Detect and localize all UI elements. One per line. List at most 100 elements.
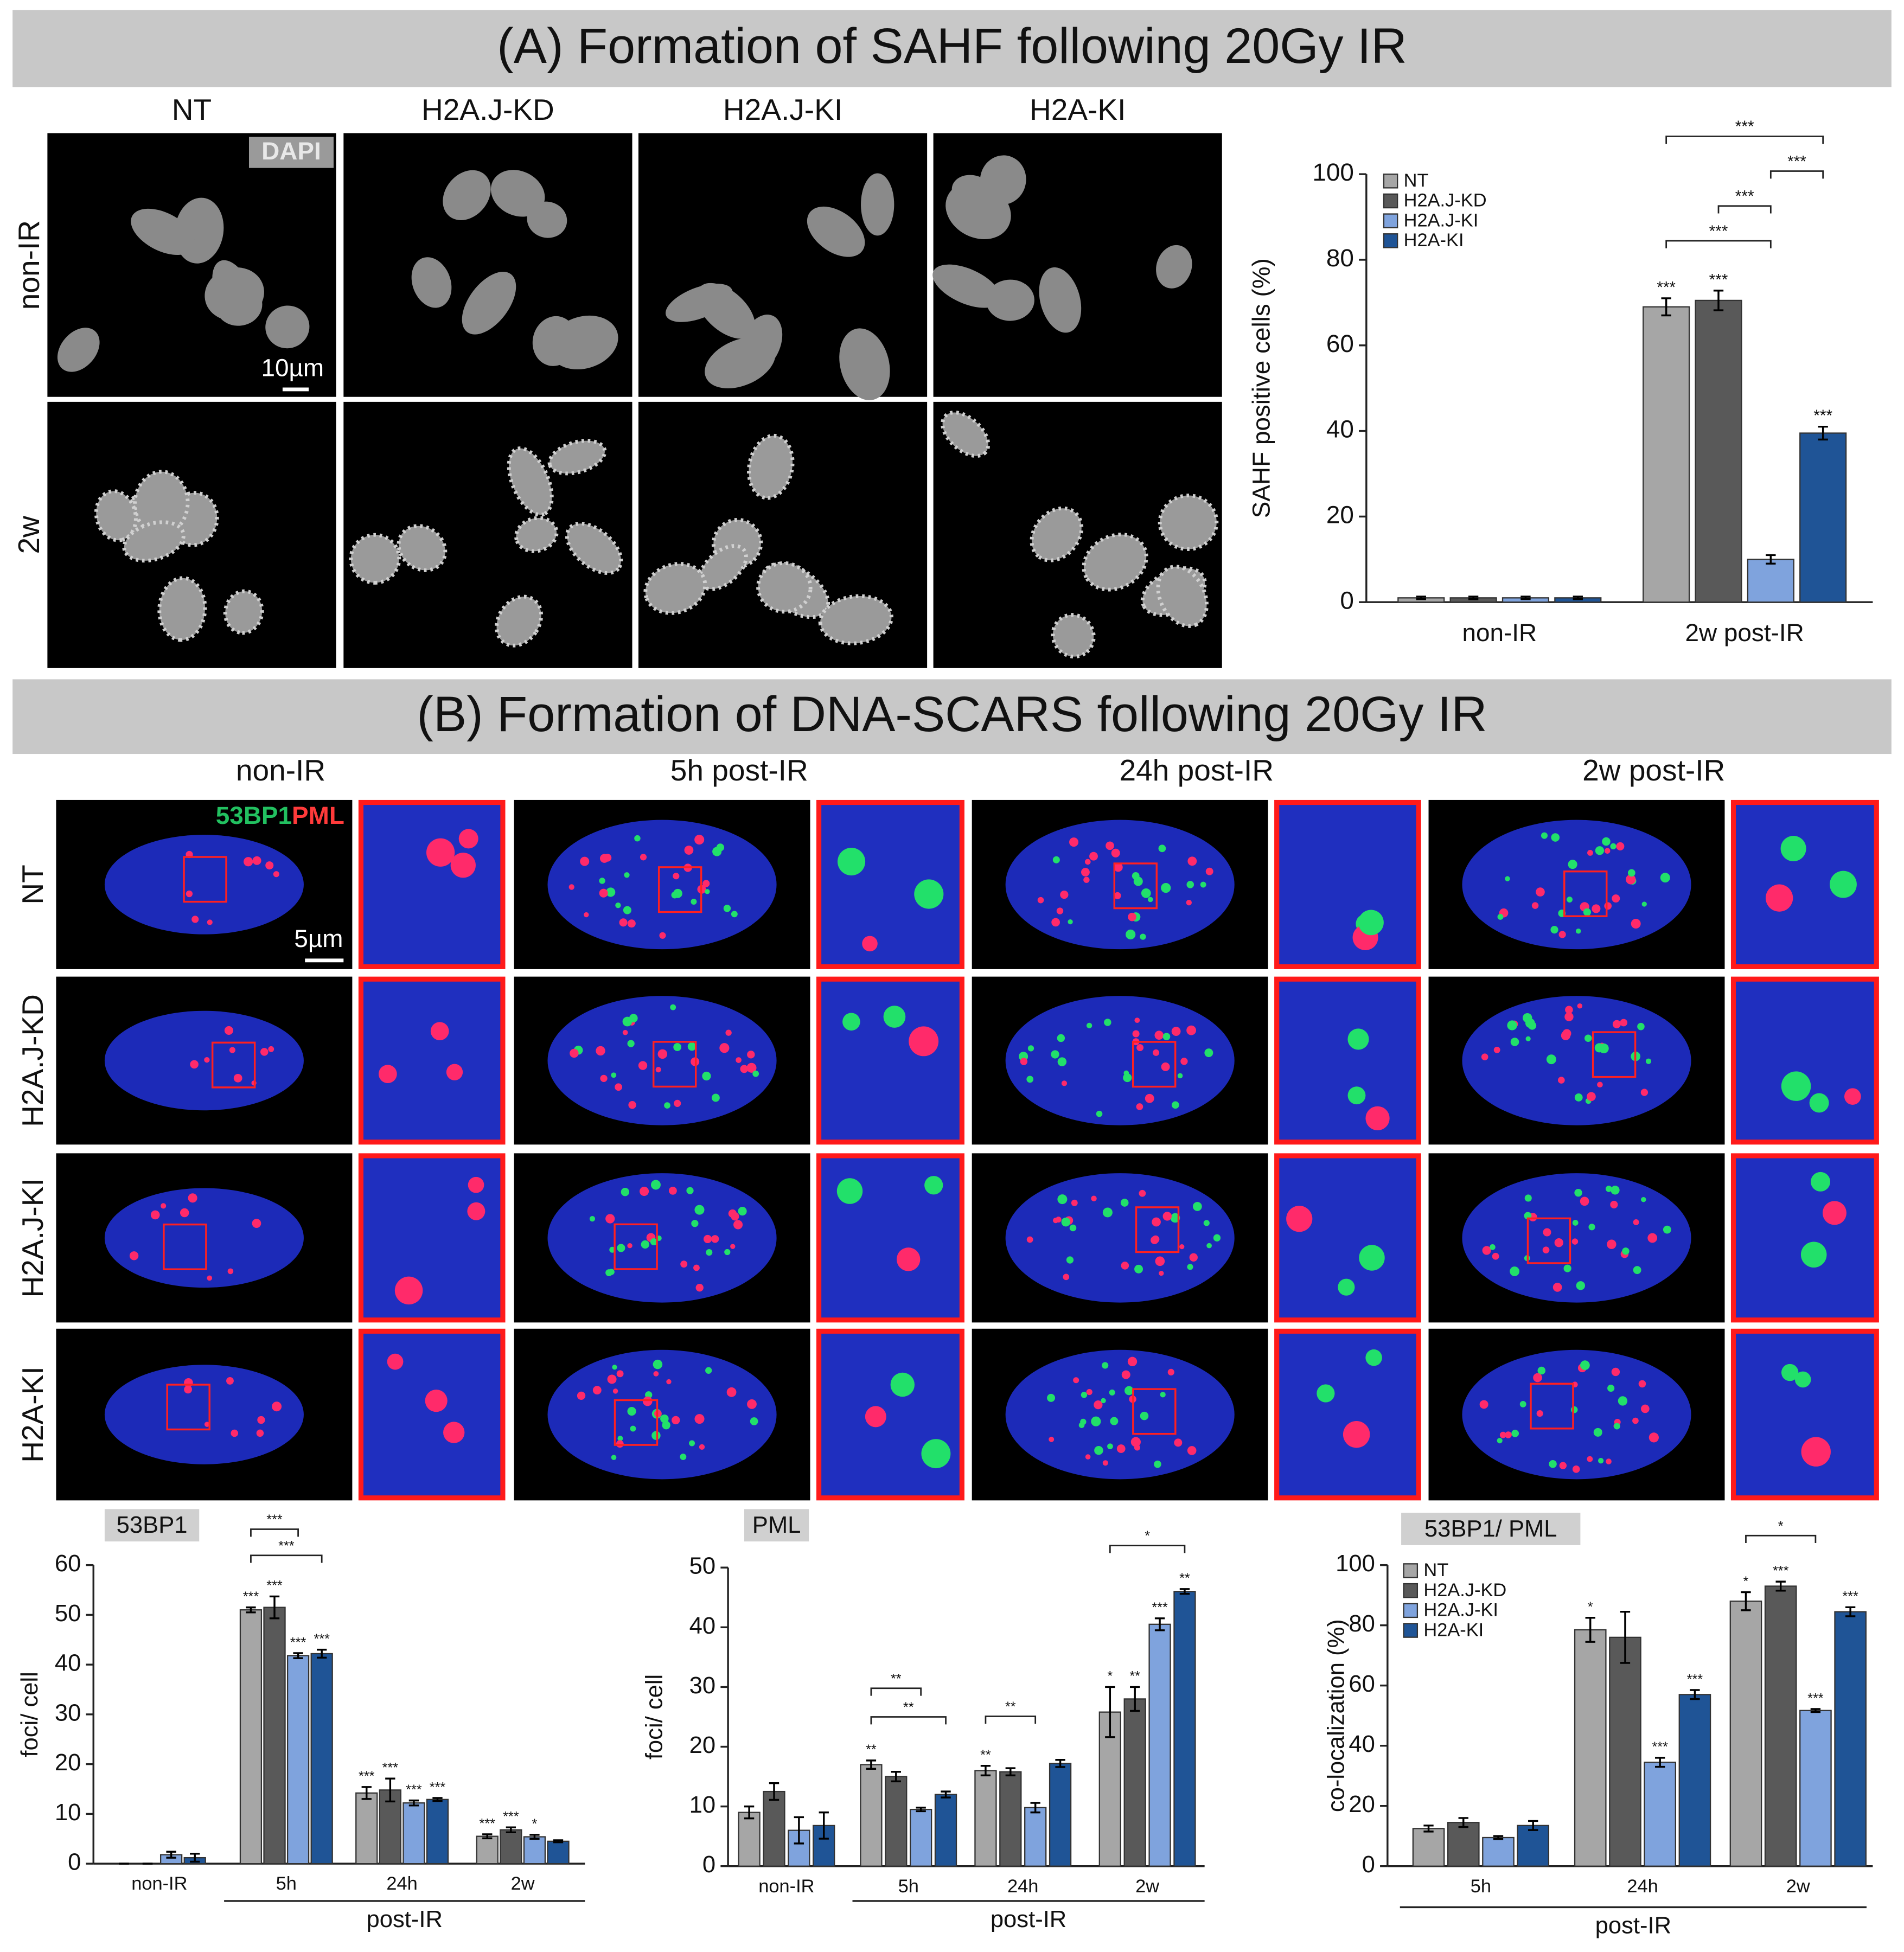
error-bar	[1573, 596, 1583, 600]
x-tick-label: 5h	[276, 1873, 297, 1894]
focus-53bp1	[686, 1187, 694, 1194]
bar	[1747, 559, 1794, 603]
zoom-panel	[1730, 1153, 1879, 1323]
focus-pml	[1536, 1410, 1543, 1417]
bar	[974, 1770, 997, 1867]
zoom-box	[652, 1041, 697, 1088]
focus-53bp1	[1525, 1036, 1531, 1041]
significance-bracket	[1769, 170, 1824, 179]
focus-pml	[627, 919, 636, 928]
focus-53bp1	[1102, 1207, 1113, 1218]
focus-pml	[1604, 902, 1612, 910]
focus-pml	[1649, 1432, 1659, 1443]
focus-pml	[1536, 887, 1545, 897]
focus-53bp1	[842, 1013, 860, 1031]
focus-pml	[1286, 1206, 1313, 1232]
focus-pml	[1531, 902, 1539, 909]
focus-53bp1	[1627, 869, 1635, 877]
focus-pml	[627, 1243, 632, 1249]
focus-pml	[1187, 856, 1197, 866]
zoom-box	[211, 1041, 256, 1089]
bar	[500, 1829, 522, 1865]
error-bar	[482, 1833, 493, 1840]
bar	[239, 1609, 263, 1865]
focus-pml	[1136, 1044, 1144, 1051]
x-tick-label: non-IR	[131, 1873, 187, 1894]
focus-pml	[640, 1186, 649, 1196]
error-bar	[1620, 1610, 1631, 1664]
legend-swatch	[1383, 233, 1398, 248]
focus-pml	[252, 1219, 261, 1228]
bracket-label: ***	[266, 1512, 283, 1527]
nucleus	[1039, 267, 1082, 333]
focus-53bp1	[1568, 860, 1577, 869]
focus-pml	[1128, 912, 1136, 921]
chart-title: 53BP1	[117, 1512, 188, 1538]
y-axis-label: foci/ cell	[642, 1674, 668, 1759]
focus-pml	[1121, 1262, 1129, 1270]
zoom-box	[657, 866, 702, 913]
nucleus	[57, 328, 100, 372]
focus-53bp1	[1200, 881, 1206, 888]
legend-swatch	[1403, 1603, 1419, 1618]
focus-53bp1	[1026, 1076, 1034, 1083]
focus-53bp1	[1490, 1244, 1496, 1250]
focus-pml	[1167, 1368, 1174, 1375]
focus-pml	[615, 1083, 623, 1091]
focus-pml	[1171, 1027, 1181, 1036]
focus-pml	[191, 916, 199, 923]
focus-pml	[1073, 1377, 1079, 1384]
focus-53bp1	[1574, 1188, 1582, 1197]
error-bar	[1416, 596, 1426, 600]
error-bar	[1423, 1825, 1434, 1833]
focus-53bp1	[1203, 1220, 1210, 1226]
focus-pml	[1577, 1003, 1583, 1009]
bar	[1173, 1591, 1196, 1867]
zoom-box	[1592, 1031, 1637, 1078]
focus-53bp1	[1575, 928, 1581, 934]
focus-pml	[273, 871, 279, 878]
nucleus	[547, 1349, 777, 1480]
focus-pml	[1116, 1444, 1126, 1453]
focus-pml	[695, 1284, 704, 1292]
zoom-panel	[1274, 976, 1421, 1145]
nucleus	[1005, 996, 1235, 1125]
focus-pml	[1580, 1196, 1589, 1206]
bar	[1447, 1822, 1480, 1867]
zoom-box	[614, 1399, 659, 1446]
focus-53bp1	[617, 1436, 623, 1442]
focus-53bp1	[1580, 1360, 1590, 1370]
focus-53bp1	[1622, 1247, 1630, 1255]
chart-title-box	[1401, 1513, 1581, 1545]
focus-pml	[1152, 1217, 1161, 1227]
scale-bar-label: 5µm	[294, 924, 343, 952]
focus-53bp1	[921, 1439, 951, 1469]
error-bar	[1458, 1817, 1468, 1828]
focus-pml	[596, 1046, 605, 1056]
focus-53bp1	[1091, 1416, 1101, 1426]
nucleus	[223, 589, 264, 635]
x-tick-label: 5h	[1471, 1876, 1491, 1897]
focus-pml	[186, 890, 193, 898]
group-label: post-IR	[991, 1906, 1066, 1932]
focus-pml	[1086, 1388, 1092, 1396]
group-label: post-IR	[1595, 1913, 1671, 1939]
focus-53bp1	[1162, 1033, 1171, 1041]
focus-53bp1	[641, 1240, 649, 1249]
focus-pml	[1481, 1053, 1488, 1060]
nucleus	[756, 561, 813, 614]
zoom-box	[166, 1384, 210, 1431]
bar	[286, 1655, 310, 1865]
focus-pml	[1106, 841, 1114, 850]
focus-53bp1	[1104, 1019, 1111, 1026]
focus-pml	[226, 1377, 234, 1385]
nucleus	[1082, 533, 1148, 592]
focus-53bp1	[1551, 833, 1560, 842]
focus-pml	[1482, 1246, 1491, 1255]
focus-53bp1	[1497, 914, 1504, 920]
focus-pml	[467, 1202, 485, 1220]
focus-53bp1	[664, 1102, 670, 1109]
error-bar	[1713, 290, 1724, 311]
focus-53bp1	[705, 1367, 712, 1374]
bracket-label: *	[1778, 1519, 1784, 1534]
